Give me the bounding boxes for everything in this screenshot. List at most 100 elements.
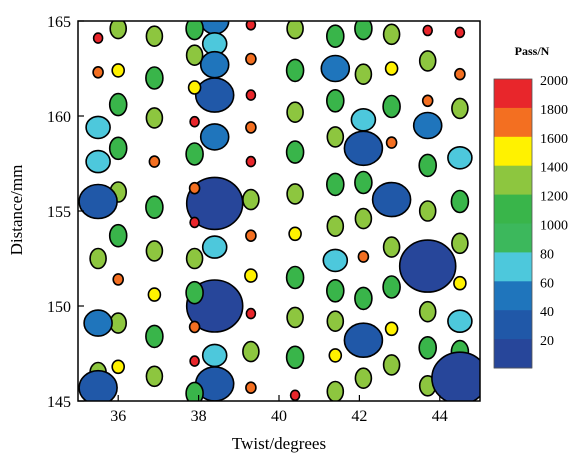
data-point xyxy=(199,123,230,151)
data-point xyxy=(451,97,469,120)
point-column xyxy=(431,26,480,401)
data-point xyxy=(354,367,373,390)
point-column xyxy=(145,25,164,388)
data-point xyxy=(189,115,200,128)
data-point xyxy=(286,101,304,123)
data-point xyxy=(286,183,304,205)
data-point xyxy=(418,153,438,178)
data-point xyxy=(285,345,305,370)
colorbar-swatch xyxy=(494,310,532,340)
colorbar-swatch xyxy=(494,107,532,138)
data-point xyxy=(199,50,230,79)
data-point xyxy=(111,359,125,375)
data-point xyxy=(384,321,399,337)
data-point xyxy=(78,369,118,401)
data-point xyxy=(189,216,200,229)
data-point xyxy=(398,239,457,293)
data-point xyxy=(245,21,257,31)
data-point xyxy=(242,340,260,363)
data-point xyxy=(326,380,345,401)
x-axis-label: Twist/degrees xyxy=(232,434,326,453)
colorbar-label: 40 xyxy=(540,305,554,320)
data-point xyxy=(354,207,373,230)
data-point xyxy=(354,21,373,41)
data-point xyxy=(194,77,235,113)
point-column xyxy=(78,32,118,401)
data-point xyxy=(109,21,127,40)
data-point xyxy=(354,286,373,311)
data-point xyxy=(421,94,434,108)
data-point xyxy=(325,89,345,113)
data-point xyxy=(285,265,305,290)
data-point xyxy=(328,348,343,363)
colorbar-title: Pass/N xyxy=(515,44,550,58)
data-point xyxy=(108,223,128,248)
data-point xyxy=(418,335,438,360)
data-point xyxy=(245,307,257,320)
data-point xyxy=(108,92,128,117)
data-point xyxy=(89,247,107,270)
data-point xyxy=(188,320,201,334)
data-point xyxy=(245,52,257,66)
data-point xyxy=(147,287,162,302)
data-point xyxy=(201,343,228,368)
x-tick-label: 42 xyxy=(351,408,367,425)
colorbar-swatch xyxy=(494,252,532,282)
colorbar-swatch xyxy=(494,194,532,224)
data-point xyxy=(447,146,473,170)
point-column xyxy=(343,21,384,390)
data-point xyxy=(451,232,469,255)
data-point xyxy=(285,140,305,164)
data-point xyxy=(350,108,377,132)
data-point xyxy=(145,107,164,129)
colorbar-swatch xyxy=(494,136,532,167)
data-point xyxy=(418,50,437,72)
data-point xyxy=(108,136,128,161)
data-point xyxy=(289,389,301,401)
colorbar-label: 1600 xyxy=(540,132,568,147)
point-column xyxy=(398,24,457,397)
data-point xyxy=(189,355,200,367)
data-point xyxy=(145,324,164,349)
data-point xyxy=(382,94,401,119)
colorbar-swatch xyxy=(494,165,532,196)
data-point xyxy=(148,155,161,168)
data-point xyxy=(385,136,398,149)
data-point xyxy=(85,149,111,174)
point-column xyxy=(242,21,260,395)
data-point xyxy=(412,111,443,140)
y-axis-label: Distance/mm xyxy=(7,165,26,256)
data-point xyxy=(325,278,345,303)
data-point xyxy=(92,32,104,44)
data-point xyxy=(325,172,345,197)
data-point xyxy=(145,25,164,48)
data-point xyxy=(450,189,470,214)
colorbar-swatch xyxy=(494,223,532,253)
data-point xyxy=(354,170,373,195)
x-axis: 36 38 40 42 44 xyxy=(110,395,448,425)
colorbar-label: 60 xyxy=(540,276,554,291)
data-point xyxy=(245,121,257,134)
y-axis: 145 150 155 160 165 xyxy=(47,14,84,411)
colorbar-swatch xyxy=(494,79,532,109)
colorbar-label: 80 xyxy=(540,247,554,262)
data-point xyxy=(384,61,399,76)
data-point xyxy=(185,280,204,305)
data-point xyxy=(326,215,345,237)
data-point xyxy=(245,155,257,168)
data-point xyxy=(382,275,401,299)
x-tick-label: 44 xyxy=(432,408,448,425)
data-point xyxy=(418,300,437,323)
x-tick-label: 38 xyxy=(191,408,207,425)
data-point xyxy=(286,306,304,329)
data-point xyxy=(343,322,384,359)
data-point xyxy=(357,250,370,263)
data-point xyxy=(83,309,113,337)
colorbar-label: 1400 xyxy=(540,161,568,176)
x-tick-label: 36 xyxy=(110,408,126,425)
data-point xyxy=(185,44,204,67)
data-point xyxy=(422,24,434,37)
data-point xyxy=(447,309,473,334)
point-column xyxy=(285,21,305,401)
